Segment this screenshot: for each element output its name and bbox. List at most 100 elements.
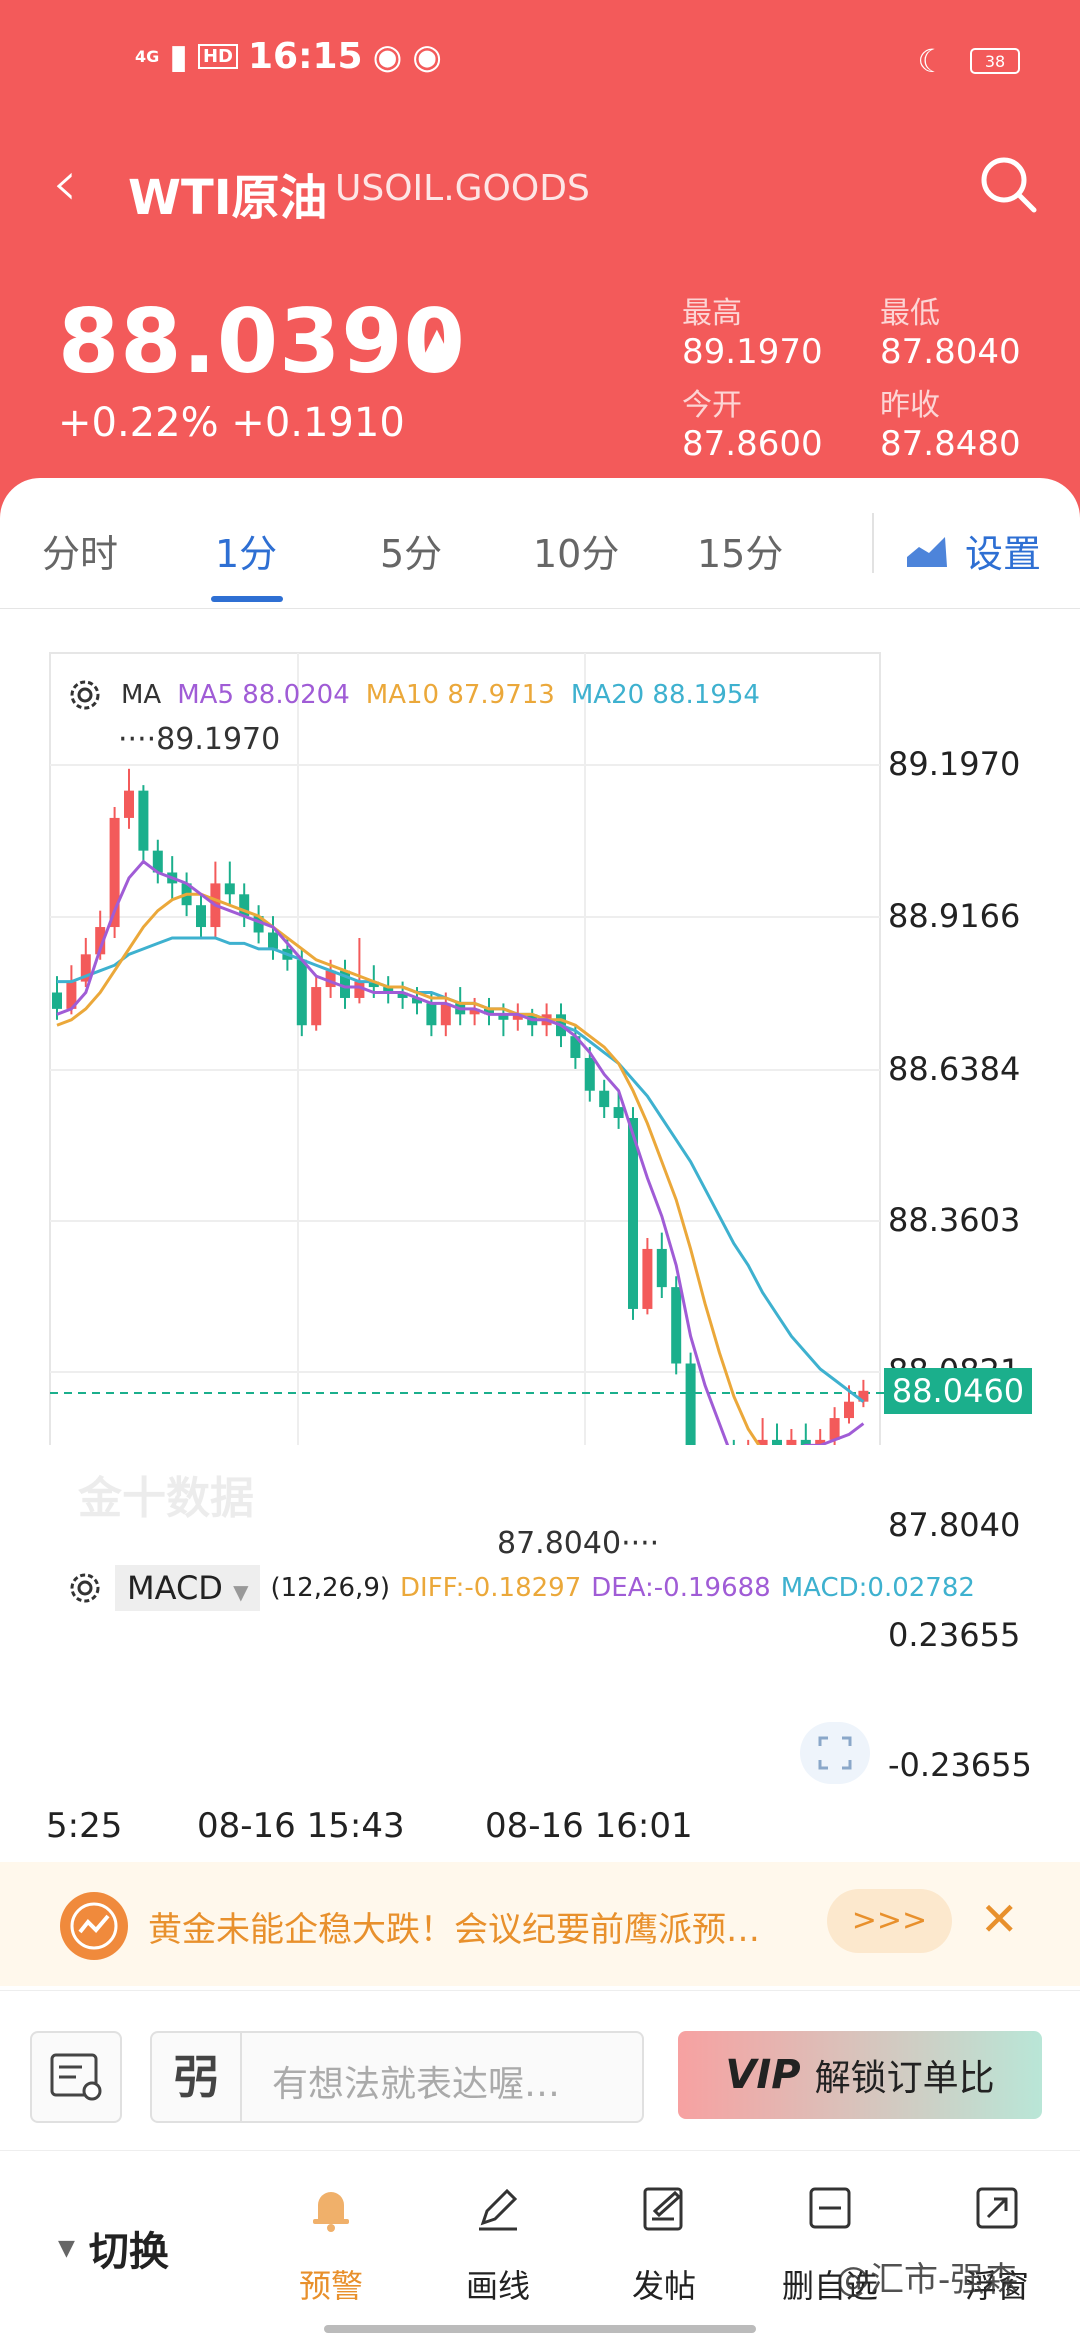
user-watermark: @汇市-强森 <box>836 2260 1019 2300</box>
macd-legend: MACD ▼ (12,26,9) DIFF:-0.18297 DEA:-0.19… <box>65 1565 975 1611</box>
candle-body <box>311 987 322 1026</box>
nav-post[interactable]: 发帖 <box>609 2181 719 2307</box>
candle-body <box>138 790 149 851</box>
gear-icon[interactable] <box>65 1568 105 1608</box>
tab-1min[interactable]: 1分 <box>215 532 278 576</box>
page-title: WTI原油 <box>128 170 328 226</box>
indicator-select[interactable]: MACD ▼ <box>115 1565 261 1611</box>
nav-label: 删自选 <box>781 2267 878 2305</box>
indicator-name: MACD <box>127 1569 223 1607</box>
ma5-value: MA5 88.0204 <box>177 680 350 710</box>
current-price-tag: 88.0460 <box>884 1368 1032 1414</box>
clock: 16:15 <box>248 36 363 77</box>
ma20-value: MA20 88.1954 <box>570 680 760 710</box>
bottom-toolbar: ▼ 切换 预警 画线 发帖 删自选 <box>0 2150 1080 2341</box>
nav-draw[interactable]: 画线 <box>443 2181 553 2307</box>
chevron-down-icon: ▼ <box>233 1580 249 1604</box>
weibo-icon: ◉ <box>372 36 403 77</box>
title-bar: ‹ WTI原油 USOIL.GOODS <box>0 147 1080 226</box>
candle-body <box>268 932 278 949</box>
candle-body <box>95 927 106 955</box>
stat-value: 87.8600 <box>682 424 823 464</box>
nav-label: 画线 <box>465 2267 530 2305</box>
nav-alert[interactable]: 预警 <box>276 2181 386 2307</box>
status-bar: 4G ▮ HD 16:15 ◉ ◉ <box>135 36 442 77</box>
moon-icon: ☾ <box>917 42 946 80</box>
gear-icon[interactable] <box>65 675 105 715</box>
candle-body <box>642 1248 653 1309</box>
nav-remove-watchlist[interactable]: 删自选 <box>775 2181 885 2307</box>
ma-legend: MA MA5 88.0204 MA10 87.9713 MA20 88.1954 <box>65 675 760 715</box>
macd-params: (12,26,9) <box>270 1573 391 1603</box>
tab-divider <box>872 513 874 573</box>
close-icon[interactable]: ✕ <box>980 1892 1019 1946</box>
stat-label: 最低 <box>880 296 940 331</box>
settings-label: 设置 <box>965 532 1042 576</box>
x-tick-label: 5:25 <box>46 1806 123 1846</box>
weibo-icon-2: ◉ <box>412 36 442 77</box>
chart-settings-button[interactable]: 设置 <box>905 523 1041 578</box>
tab-5min[interactable]: 5分 <box>380 532 443 576</box>
candle-body <box>124 790 134 818</box>
candle-body <box>80 954 91 982</box>
news-list-button[interactable] <box>30 2031 122 2123</box>
unlock-order-ratio-button[interactable]: VIP 解锁订单比 <box>678 2031 1042 2119</box>
search-icon[interactable] <box>976 152 1040 216</box>
news-headline: 黄金未能企稳大跌！会议纪要前鹰派预… <box>148 1910 760 1950</box>
candle-body <box>152 850 163 873</box>
quote-header: 4G ▮ HD 16:15 ◉ ◉ ☾ 38 ‹ WTI原油 USOIL.GOO… <box>0 0 1080 520</box>
nav-label: 预警 <box>298 2267 363 2305</box>
fullscreen-button[interactable] <box>800 1722 870 1784</box>
macd-value: MACD:0.02782 <box>780 1573 975 1603</box>
stat-value: 87.8480 <box>880 424 1021 464</box>
tab-15min[interactable]: 15分 <box>697 532 784 576</box>
switch-button[interactable]: ▼ 切换 <box>58 2219 169 2277</box>
candle-body <box>512 1014 523 1020</box>
symbol-code: USOIL.GOODS <box>335 168 590 209</box>
candle-body <box>224 883 235 895</box>
candle-body <box>786 1439 797 1445</box>
candle-body <box>440 1003 451 1026</box>
candlestick-chart[interactable] <box>0 645 1080 1445</box>
y-tick-label: 88.3603 <box>888 1201 1021 1239</box>
tab-timeshare[interactable]: 分时 <box>42 532 119 576</box>
home-indicator <box>324 2325 756 2333</box>
news-banner[interactable]: 黄金未能企稳大跌！会议纪要前鹰派预… >>> ✕ <box>0 1862 1080 1986</box>
news-icon <box>60 1892 128 1960</box>
stat-low: 最低 87.8040 <box>880 288 1021 372</box>
up-arrow-icon: ▲ <box>420 318 454 369</box>
ma10-value: MA10 87.9713 <box>365 680 555 710</box>
chart-watermark: 金十数据 <box>78 1473 254 1524</box>
low-marker-value: 87.8040 <box>497 1526 622 1561</box>
candle-body <box>815 1439 826 1445</box>
nav-label: 发帖 <box>631 2267 696 2305</box>
nav-label: 浮窗 <box>964 2267 1029 2305</box>
candle-body <box>340 970 350 998</box>
macd-tick-label: -0.23655 <box>888 1746 1032 1784</box>
nav-float-window[interactable]: 浮窗 <box>942 2181 1052 2307</box>
candle-body <box>469 1008 480 1015</box>
pen-icon <box>479 2188 518 2231</box>
back-arrow-icon[interactable]: ‹ <box>52 147 78 221</box>
candle-body <box>296 959 307 1026</box>
candle-body <box>368 981 379 988</box>
candle-body <box>829 1418 840 1440</box>
candle-body <box>196 905 206 928</box>
candle-body <box>671 1287 682 1364</box>
candle-body <box>383 987 394 993</box>
last-price: 88.0390 <box>58 290 466 393</box>
unlock-label: 解锁订单比 <box>814 2058 995 2099</box>
y-tick-label: 88.9166 <box>888 897 1021 935</box>
vip-logo: VIP <box>725 2052 801 2098</box>
candle-body <box>613 1107 624 1118</box>
tab-10min[interactable]: 10分 <box>533 532 620 576</box>
high-marker-value: 89.1970 <box>156 722 281 757</box>
candle-body <box>397 992 408 998</box>
news-more-button[interactable]: >>> <box>827 1889 952 1953</box>
candle-body <box>325 970 336 988</box>
candle-body <box>498 1014 509 1020</box>
comment-input[interactable]: 弜 有想法就表达喔… <box>150 2031 644 2123</box>
period-tabs: 分时 1分 5分 10分 15分 设置 <box>0 478 1080 609</box>
stat-label: 昨收 <box>880 388 940 423</box>
macd-diff: DIFF:-0.18297 <box>400 1573 582 1603</box>
